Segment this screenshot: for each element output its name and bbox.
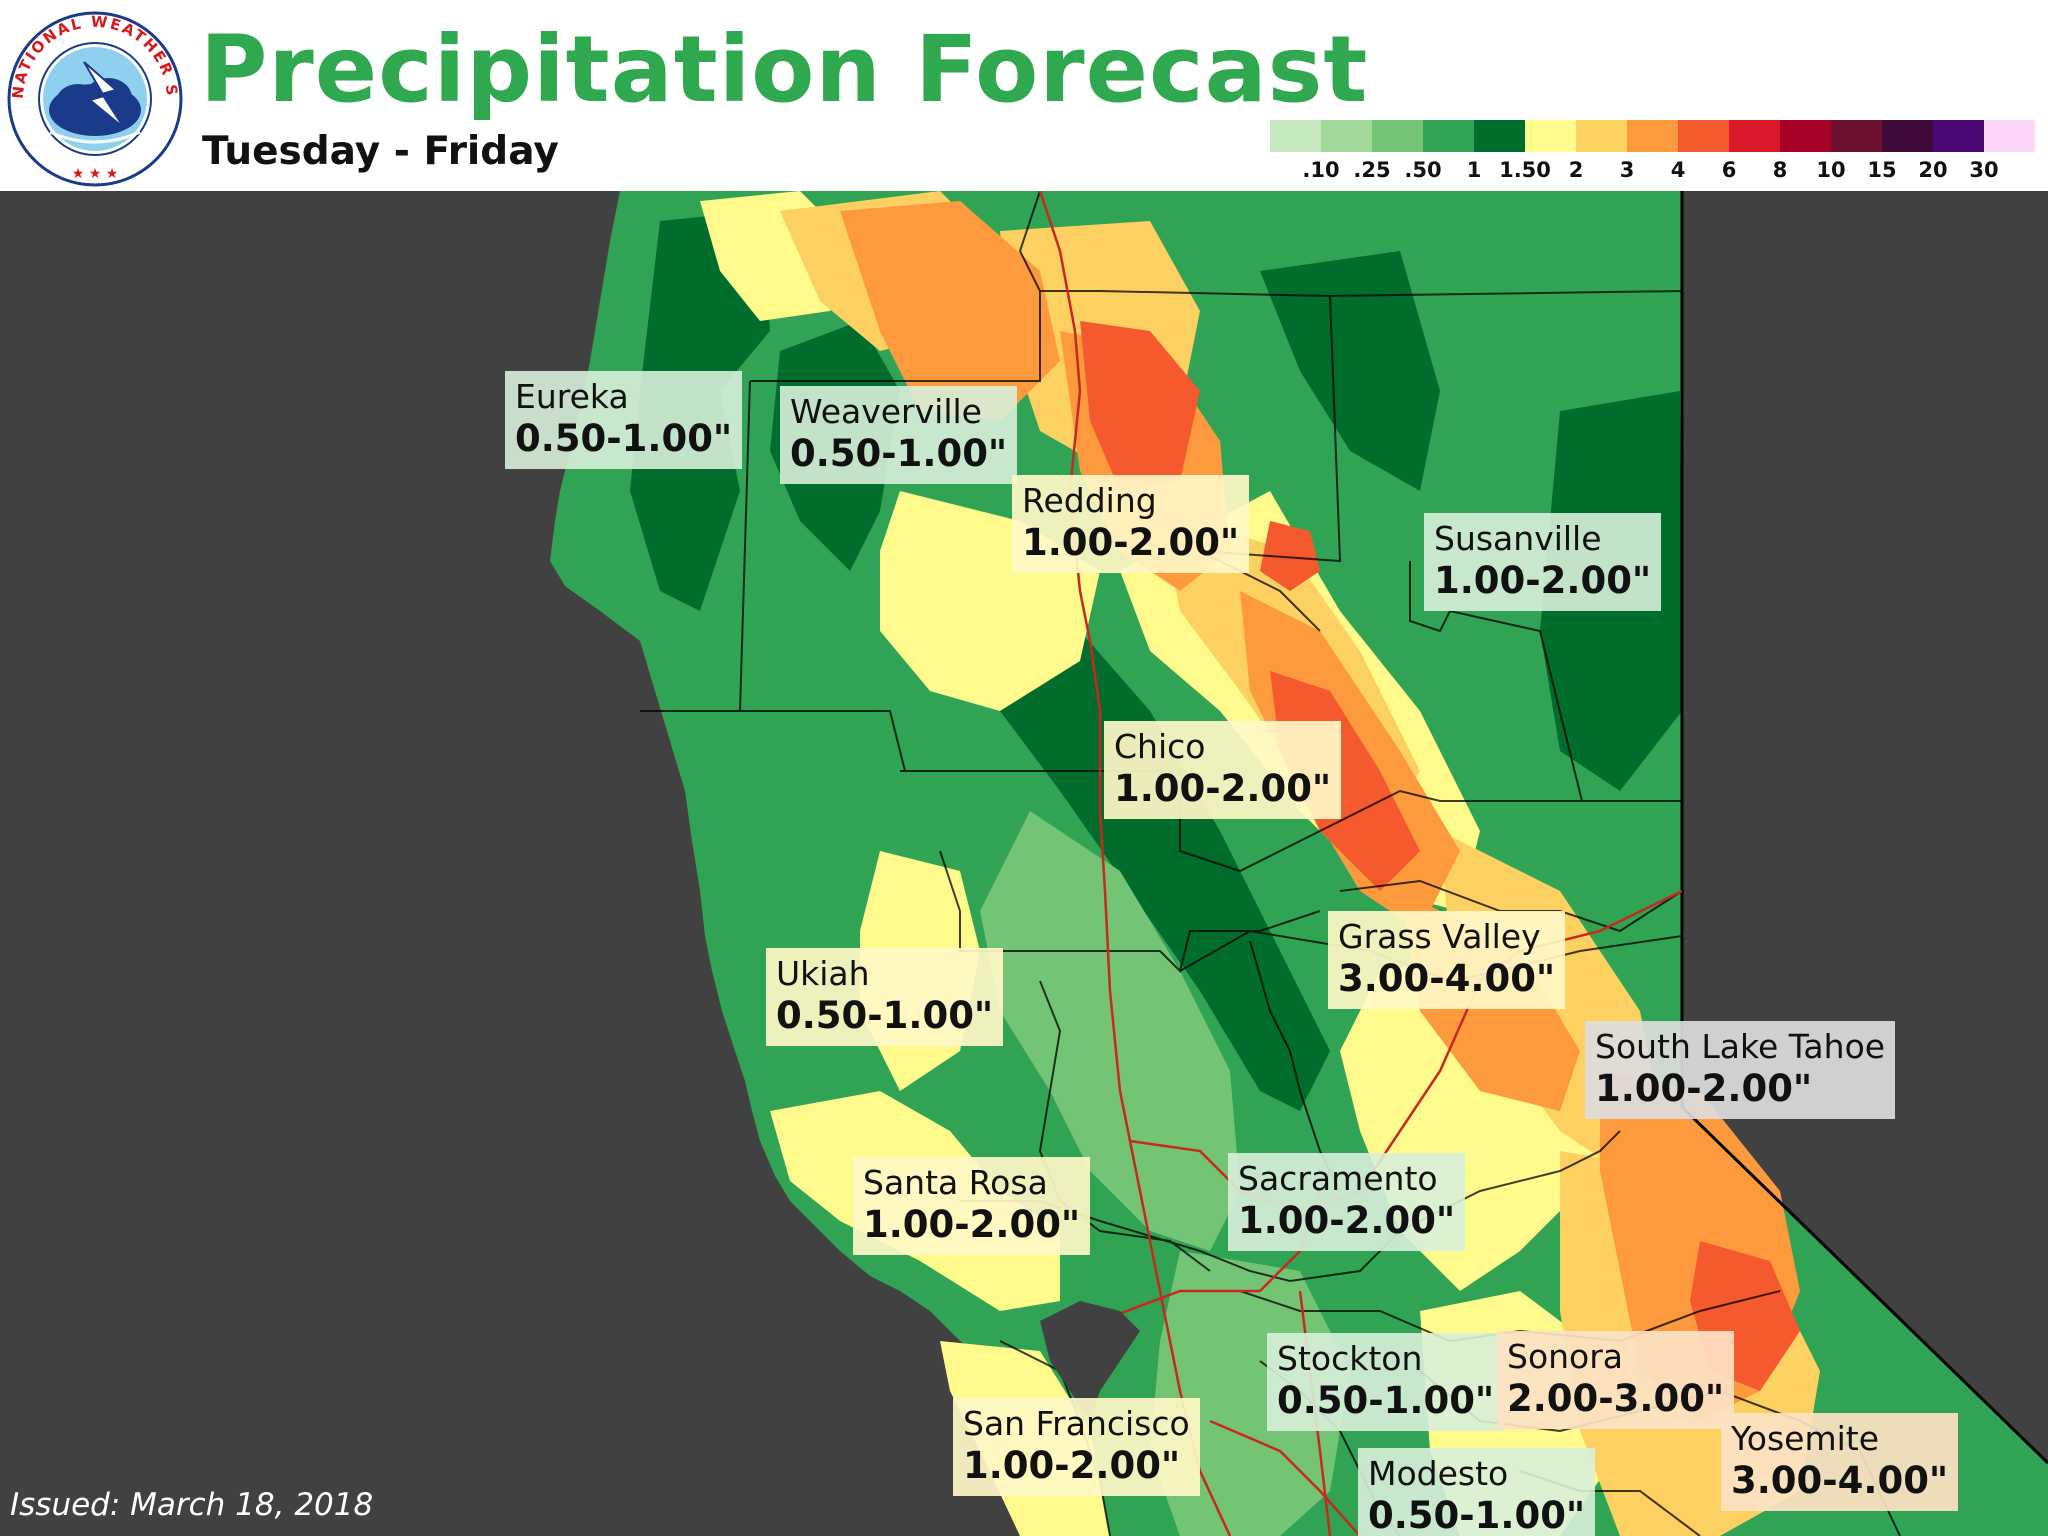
city-amount: 0.50-1.00"	[515, 417, 733, 460]
legend-swatch	[1372, 120, 1423, 152]
city-label-weaverville: Weaverville 0.50-1.00"	[780, 386, 1018, 484]
legend-label: .50	[1404, 158, 1442, 182]
legend-label: 4	[1670, 158, 1686, 182]
svg-text:★ ★ ★: ★ ★ ★	[72, 166, 119, 182]
legend-label: 10	[1816, 158, 1846, 182]
precip-zone-dark-green-valley	[990, 611, 1330, 1111]
city-label-south-lake-tahoe: South Lake Tahoe 1.00-2.00"	[1585, 1021, 1896, 1119]
city-amount: 1.00-2.00"	[1114, 767, 1332, 810]
map-graphic	[550, 191, 2048, 1536]
legend-swatch	[1678, 120, 1729, 152]
legend-label: 20	[1918, 158, 1948, 182]
legend-swatch	[1831, 120, 1882, 152]
city-label-sacramento: Sacramento 1.00-2.00"	[1228, 1153, 1466, 1251]
city-name: San Francisco	[963, 1404, 1190, 1443]
legend-swatch	[1627, 120, 1678, 152]
city-label-redding: Redding 1.00-2.00"	[1012, 475, 1250, 573]
precip-zone-light-green-delta	[1150, 1251, 1350, 1536]
legend-label: .10	[1302, 158, 1340, 182]
legend-swatch	[1321, 120, 1372, 152]
city-name: Santa Rosa	[863, 1163, 1048, 1202]
city-amount: 0.50-1.00"	[790, 432, 1008, 475]
legend-label: 15	[1867, 158, 1897, 182]
legend-label: 30	[1969, 158, 1999, 182]
city-amount: 1.00-2.00"	[1595, 1067, 1813, 1110]
city-amount: 3.00-4.00"	[1731, 1459, 1949, 1502]
city-amount: 0.50-1.00"	[1277, 1379, 1495, 1422]
precip-zone-red-lassen	[1260, 521, 1320, 591]
precip-zone-orange-north	[840, 201, 1060, 421]
precipitation-map: Eureka 0.50-1.00" Weaverville 0.50-1.00"…	[0, 191, 2048, 1536]
city-label-ukiah: Ukiah 0.50-1.00"	[766, 948, 1004, 1046]
legend-label: 6	[1721, 158, 1737, 182]
legend-swatch	[1933, 120, 1984, 152]
city-name: Grass Valley	[1338, 917, 1541, 956]
legend-swatch	[1525, 120, 1576, 152]
city-amount: 0.50-1.00"	[1368, 1494, 1586, 1536]
city-name: Eureka	[515, 377, 629, 416]
city-label-eureka: Eureka 0.50-1.00"	[505, 371, 743, 469]
legend-swatch	[1270, 120, 1321, 152]
city-label-chico: Chico 1.00-2.00"	[1104, 721, 1342, 819]
city-amount: 0.50-1.00"	[776, 994, 994, 1037]
precip-zone-red-shasta	[1080, 321, 1200, 491]
city-label-grass-valley: Grass Valley 3.00-4.00"	[1328, 911, 1566, 1009]
legend-label: 1.50	[1499, 158, 1551, 182]
precip-zone-dark-green-northeast	[1260, 251, 1440, 491]
city-name: Sonora	[1507, 1337, 1624, 1376]
legend-label: 8	[1772, 158, 1788, 182]
legend-color-bar	[1270, 120, 2035, 152]
legend-label: 3	[1619, 158, 1635, 182]
legend-swatch	[1984, 120, 2035, 152]
city-label-stockton: Stockton 0.50-1.00"	[1267, 1333, 1505, 1431]
city-name: Modesto	[1368, 1454, 1509, 1493]
city-amount: 1.00-2.00"	[1238, 1199, 1456, 1242]
city-label-modesto: Modesto 0.50-1.00"	[1358, 1448, 1596, 1536]
issued-date: Issued: March 18, 2018	[10, 1487, 374, 1523]
legend-label: 1	[1466, 158, 1482, 182]
city-name: Chico	[1114, 727, 1206, 766]
legend-swatch	[1576, 120, 1627, 152]
legend-swatch	[1423, 120, 1474, 152]
legend-swatch	[1474, 120, 1525, 152]
city-amount: 1.00-2.00"	[963, 1444, 1181, 1487]
city-name: Redding	[1022, 481, 1157, 520]
city-name: South Lake Tahoe	[1595, 1027, 1886, 1066]
city-amount: 1.00-2.00"	[1022, 521, 1240, 564]
city-label-susanville: Susanville 1.00-2.00"	[1424, 513, 1662, 611]
nws-logo: NATIONAL WEATHER SERVICE ★ ★ ★	[0, 0, 184, 188]
city-name: Susanville	[1434, 519, 1602, 558]
city-amount: 3.00-4.00"	[1338, 957, 1556, 1000]
legend-label: 2	[1568, 158, 1584, 182]
city-label-yosemite: Yosemite 3.00-4.00"	[1721, 1413, 1959, 1511]
city-label-san-francisco: San Francisco 1.00-2.00"	[953, 1398, 1200, 1496]
legend-swatch	[1780, 120, 1831, 152]
city-name: Stockton	[1277, 1339, 1423, 1378]
city-name: Ukiah	[776, 954, 870, 993]
city-label-santa-rosa: Santa Rosa 1.00-2.00"	[853, 1157, 1091, 1255]
city-amount: 1.00-2.00"	[863, 1203, 1081, 1246]
page-subtitle: Tuesday - Friday	[202, 129, 559, 174]
precip-zone-light-green-valley	[980, 811, 1240, 1251]
page-title: Precipitation Forecast	[200, 16, 1369, 123]
legend-swatch	[1729, 120, 1780, 152]
san-francisco-bay	[1040, 1301, 1140, 1421]
city-label-sonora: Sonora 2.00-3.00"	[1497, 1331, 1735, 1429]
header: NATIONAL WEATHER SERVICE ★ ★ ★ Precipita…	[0, 0, 2048, 191]
city-amount: 2.00-3.00"	[1507, 1377, 1725, 1420]
legend-label: .25	[1353, 158, 1391, 182]
legend-swatch	[1882, 120, 1933, 152]
city-name: Sacramento	[1238, 1159, 1438, 1198]
city-amount: 1.00-2.00"	[1434, 559, 1652, 602]
city-name: Weaverville	[790, 392, 982, 431]
city-name: Yosemite	[1731, 1419, 1880, 1458]
